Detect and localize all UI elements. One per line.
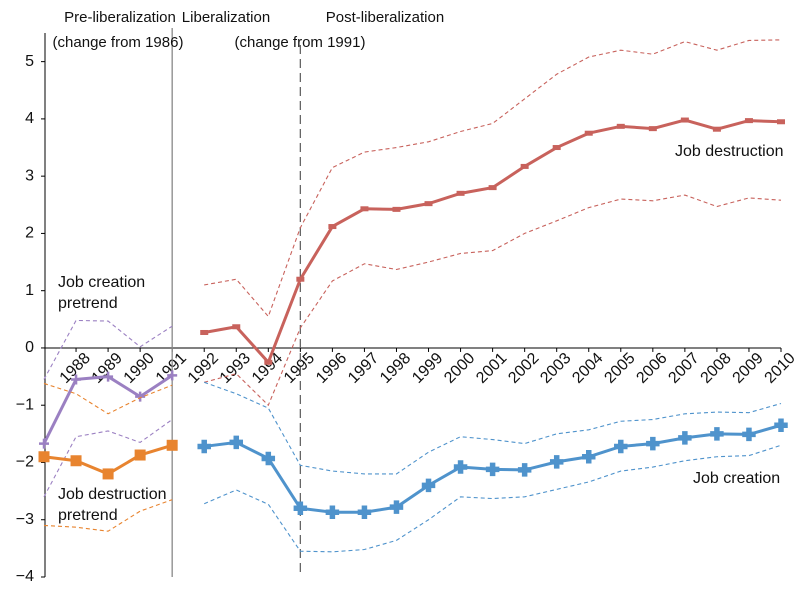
annotation: Pre-liberalization (64, 9, 176, 26)
marker (38, 451, 50, 463)
x-tick-label: 2000 (441, 350, 478, 387)
marker (392, 206, 401, 212)
marker (296, 276, 305, 282)
marker (646, 436, 660, 451)
marker (421, 478, 436, 493)
y-tick-label: 2 (25, 225, 34, 242)
marker (200, 329, 209, 335)
marker (197, 439, 211, 454)
marker (584, 130, 593, 136)
x-tick-label: 2004 (569, 350, 606, 387)
marker (710, 427, 724, 441)
ci-lower (43, 419, 173, 498)
ci-lower (204, 444, 782, 553)
x-tick-label: 1992 (185, 350, 222, 387)
marker (264, 359, 273, 365)
marker (581, 449, 596, 464)
marker (357, 505, 372, 520)
ci-lower (43, 499, 173, 532)
marker (424, 201, 433, 207)
ci-upper (204, 381, 782, 475)
marker (39, 438, 49, 449)
marker (389, 500, 404, 514)
marker (360, 206, 369, 212)
x-tick-label: 2003 (537, 350, 574, 387)
marker (520, 163, 529, 169)
marker (552, 145, 561, 151)
marker (742, 427, 756, 442)
marker (712, 126, 721, 132)
marker (167, 370, 178, 381)
x-tick-label: 1999 (409, 350, 446, 387)
series-label: Job creation (693, 470, 781, 487)
y-tick-label: −1 (16, 396, 34, 413)
annotation: (change from 1991) (235, 34, 366, 51)
x-tick-label: 2002 (505, 350, 542, 387)
x-tick-label: 1993 (217, 350, 254, 387)
marker (517, 463, 532, 477)
x-tick-label: 2006 (633, 350, 670, 387)
marker (616, 123, 625, 129)
marker (229, 435, 244, 450)
marker (325, 505, 340, 520)
marker (134, 449, 146, 461)
x-tick-label: 1994 (249, 350, 286, 387)
marker (680, 117, 689, 123)
marker (103, 371, 114, 382)
y-tick-label: 5 (25, 53, 34, 70)
x-tick-label: 1996 (313, 350, 350, 387)
marker (328, 224, 337, 230)
ci-lower (204, 194, 782, 407)
x-tick-label: 1997 (345, 350, 382, 387)
x-tick-label: 2008 (698, 350, 735, 387)
marker (648, 126, 657, 132)
ci-upper (204, 39, 782, 318)
y-tick-label: −3 (16, 511, 34, 528)
series-label: Job destruction pretrend (58, 486, 167, 524)
marker (456, 190, 465, 196)
x-tick-label: 2001 (473, 350, 510, 387)
marker (678, 431, 692, 445)
y-tick-label: −4 (16, 568, 34, 585)
marker (102, 468, 114, 480)
annotation: Liberalization (182, 9, 270, 26)
annotation: Post-liberalization (326, 9, 444, 26)
marker (70, 455, 82, 467)
y-tick-label: 1 (25, 282, 34, 299)
x-tick-label: 2007 (665, 350, 702, 387)
x-tick-label: 1995 (281, 350, 318, 387)
marker (488, 185, 497, 191)
x-tick-label: 1990 (121, 350, 158, 387)
marker (71, 374, 82, 385)
x-tick-label: 1998 (377, 350, 414, 387)
y-tick-label: 3 (25, 167, 34, 184)
marker (744, 118, 753, 124)
y-tick-label: −2 (16, 454, 34, 471)
ci-upper (43, 382, 173, 415)
marker (135, 391, 146, 402)
x-tick-label: 1991 (153, 350, 190, 387)
marker (453, 460, 468, 474)
marker (485, 462, 500, 477)
ci-upper (43, 319, 173, 380)
marker (549, 455, 564, 469)
x-tick-label: 2010 (762, 350, 799, 387)
y-tick-label: 0 (25, 339, 34, 356)
x-tick-label: 2009 (730, 350, 767, 387)
marker (261, 451, 276, 466)
annotation: (change from 1986) (53, 34, 184, 51)
x-tick-label: 2005 (601, 350, 638, 387)
marker (166, 439, 178, 451)
series-label: Job creation pretrend (58, 274, 146, 312)
marker (774, 418, 788, 433)
marker (293, 501, 308, 516)
marker (777, 119, 785, 125)
y-tick-label: 4 (25, 110, 34, 127)
marker (232, 324, 241, 330)
series-label: Job destruction (675, 143, 784, 160)
marker (614, 439, 628, 454)
